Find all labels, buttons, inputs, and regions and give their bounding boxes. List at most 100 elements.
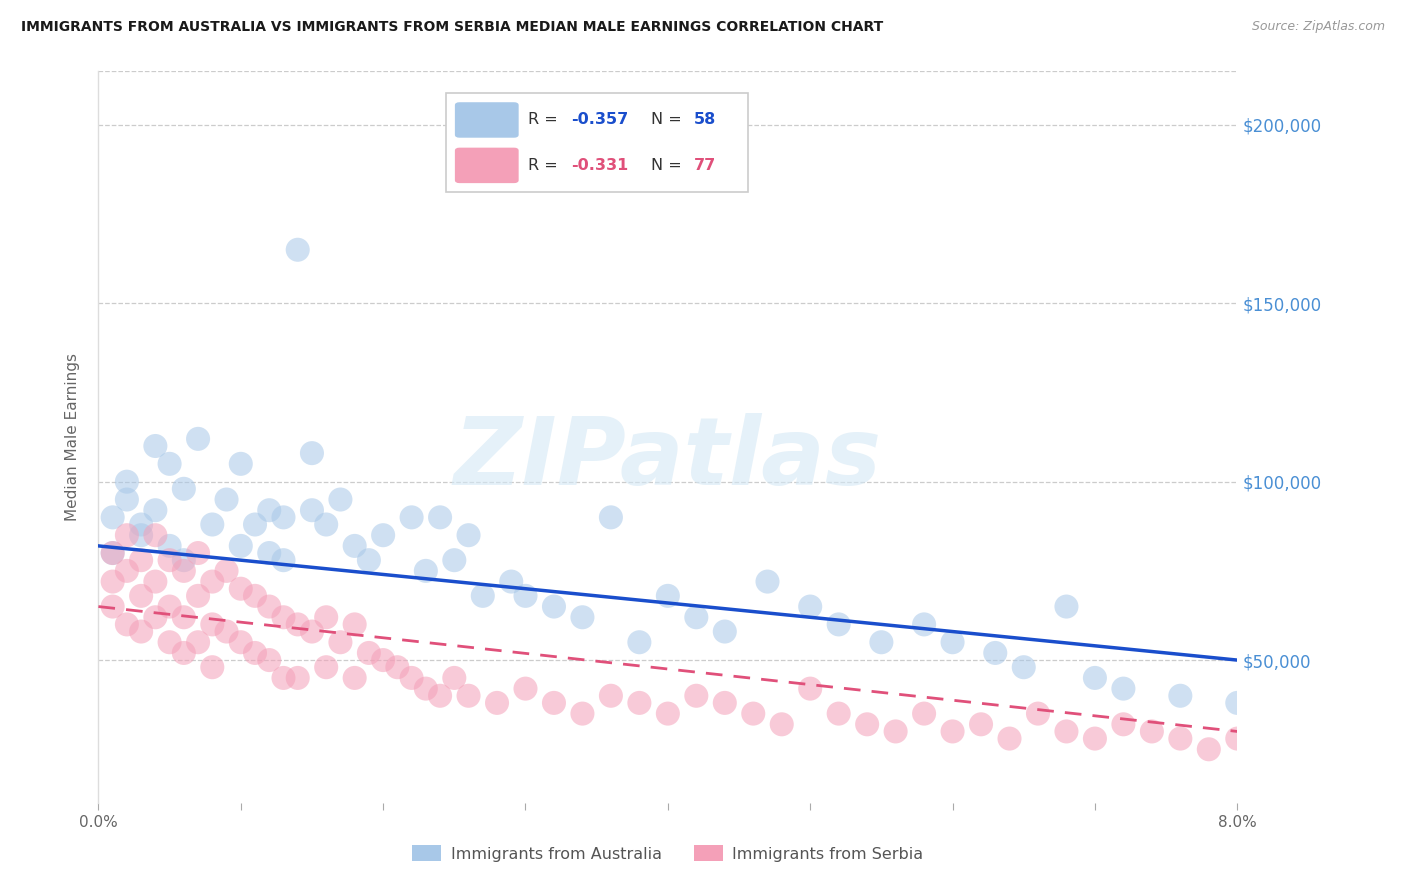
FancyBboxPatch shape bbox=[456, 148, 519, 183]
Point bbox=[714, 696, 737, 710]
Point bbox=[1112, 681, 1135, 696]
Point bbox=[315, 610, 337, 624]
Point bbox=[443, 671, 465, 685]
Point bbox=[628, 696, 651, 710]
Point bbox=[912, 706, 935, 721]
Point bbox=[1170, 731, 1192, 746]
Text: 77: 77 bbox=[695, 158, 716, 173]
Point bbox=[129, 528, 152, 542]
Point bbox=[657, 706, 679, 721]
Point bbox=[101, 574, 124, 589]
Text: -0.357: -0.357 bbox=[571, 112, 628, 128]
Point bbox=[159, 553, 181, 567]
Point bbox=[329, 635, 352, 649]
Point bbox=[1198, 742, 1220, 756]
Point bbox=[187, 546, 209, 560]
Point bbox=[1012, 660, 1035, 674]
Point bbox=[129, 553, 152, 567]
Point bbox=[201, 660, 224, 674]
Text: Source: ZipAtlas.com: Source: ZipAtlas.com bbox=[1251, 20, 1385, 33]
Point bbox=[273, 553, 295, 567]
Point bbox=[543, 599, 565, 614]
Point bbox=[1170, 689, 1192, 703]
Point bbox=[486, 696, 509, 710]
Point bbox=[628, 635, 651, 649]
FancyBboxPatch shape bbox=[456, 103, 519, 137]
Point bbox=[685, 610, 707, 624]
Point bbox=[101, 510, 124, 524]
Point bbox=[101, 546, 124, 560]
Point bbox=[1140, 724, 1163, 739]
Point bbox=[457, 689, 479, 703]
Point bbox=[343, 539, 366, 553]
Point bbox=[1112, 717, 1135, 731]
Point bbox=[115, 528, 138, 542]
Point bbox=[429, 689, 451, 703]
Point bbox=[229, 582, 252, 596]
Point bbox=[571, 610, 593, 624]
Point bbox=[229, 635, 252, 649]
Point bbox=[201, 617, 224, 632]
Point bbox=[515, 681, 537, 696]
Legend: Immigrants from Australia, Immigrants from Serbia: Immigrants from Australia, Immigrants fr… bbox=[406, 838, 929, 868]
Point bbox=[273, 510, 295, 524]
Point bbox=[998, 731, 1021, 746]
Point bbox=[942, 724, 965, 739]
Point bbox=[1226, 696, 1249, 710]
Point bbox=[259, 653, 281, 667]
Point bbox=[159, 457, 181, 471]
Point bbox=[770, 717, 793, 731]
Point bbox=[145, 610, 167, 624]
Point bbox=[229, 457, 252, 471]
Point bbox=[201, 574, 224, 589]
Point bbox=[870, 635, 893, 649]
Point bbox=[371, 528, 394, 542]
Point bbox=[1026, 706, 1049, 721]
Point bbox=[201, 517, 224, 532]
Point bbox=[229, 539, 252, 553]
Point bbox=[259, 546, 281, 560]
Point bbox=[1056, 599, 1078, 614]
Point bbox=[215, 624, 238, 639]
Point bbox=[173, 482, 195, 496]
Point bbox=[287, 243, 309, 257]
Point bbox=[159, 635, 181, 649]
Text: IMMIGRANTS FROM AUSTRALIA VS IMMIGRANTS FROM SERBIA MEDIAN MALE EARNINGS CORRELA: IMMIGRANTS FROM AUSTRALIA VS IMMIGRANTS … bbox=[21, 20, 883, 34]
Point bbox=[129, 624, 152, 639]
Point bbox=[115, 492, 138, 507]
Point bbox=[600, 689, 623, 703]
Point bbox=[912, 617, 935, 632]
Point bbox=[515, 589, 537, 603]
Point bbox=[115, 617, 138, 632]
Point bbox=[145, 528, 167, 542]
Text: ZIPatlas: ZIPatlas bbox=[454, 413, 882, 505]
Point bbox=[828, 706, 851, 721]
Point bbox=[1084, 731, 1107, 746]
Point bbox=[471, 589, 494, 603]
Point bbox=[357, 646, 380, 660]
Point bbox=[343, 617, 366, 632]
Point bbox=[501, 574, 523, 589]
Point bbox=[415, 681, 437, 696]
Point bbox=[301, 624, 323, 639]
Point bbox=[371, 653, 394, 667]
Point bbox=[443, 553, 465, 567]
Point bbox=[243, 646, 266, 660]
Text: N =: N = bbox=[651, 158, 686, 173]
Point bbox=[287, 671, 309, 685]
Text: N =: N = bbox=[651, 112, 686, 128]
Point bbox=[243, 589, 266, 603]
Point bbox=[357, 553, 380, 567]
Point bbox=[115, 475, 138, 489]
Point bbox=[173, 564, 195, 578]
Point bbox=[215, 564, 238, 578]
Point bbox=[145, 439, 167, 453]
Point bbox=[301, 446, 323, 460]
Point bbox=[657, 589, 679, 603]
Point bbox=[415, 564, 437, 578]
Point bbox=[215, 492, 238, 507]
Point bbox=[984, 646, 1007, 660]
Point bbox=[273, 671, 295, 685]
Point bbox=[101, 599, 124, 614]
Point bbox=[159, 539, 181, 553]
